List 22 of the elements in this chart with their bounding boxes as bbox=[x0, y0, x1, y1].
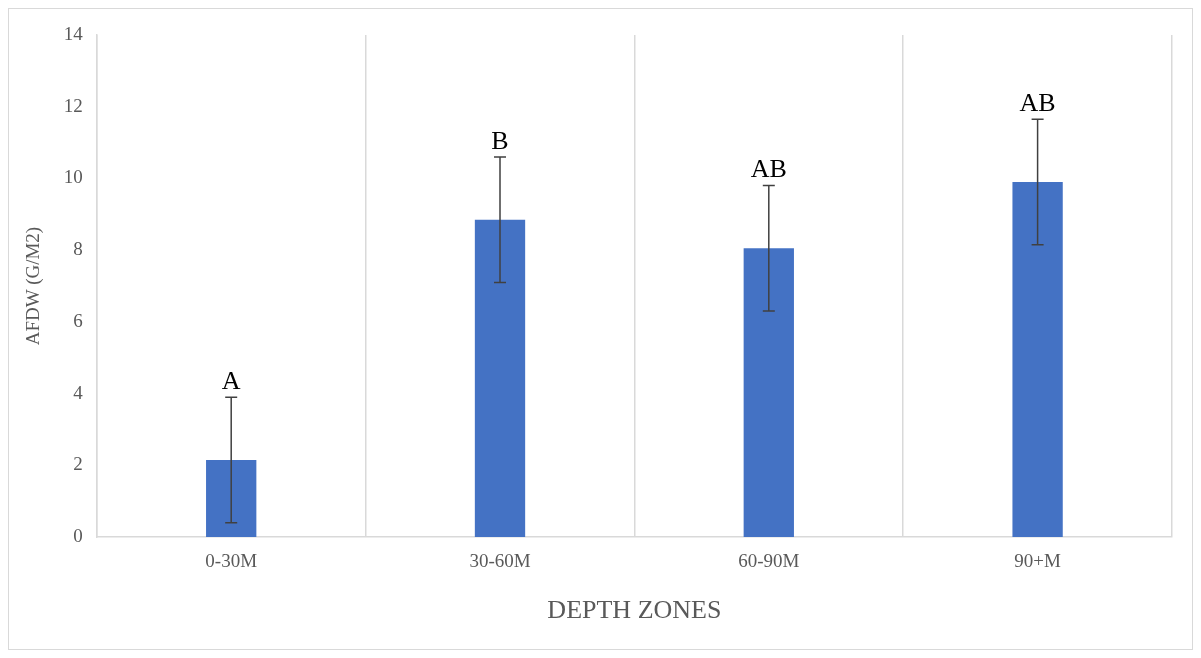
bar bbox=[474, 219, 526, 537]
annotation: A bbox=[221, 365, 241, 395]
y-tick-label: 12 bbox=[63, 94, 83, 116]
bar bbox=[206, 459, 257, 537]
y-tick-label: 10 bbox=[63, 166, 83, 188]
y-tick-label: 2 bbox=[73, 453, 83, 475]
x-tick-label: 0-30M bbox=[205, 550, 258, 572]
annotation: AB bbox=[1019, 88, 1056, 118]
y-tick-label: 8 bbox=[73, 238, 83, 260]
annotation: AB bbox=[750, 154, 787, 184]
y-tick-label: 6 bbox=[73, 309, 83, 331]
bar bbox=[743, 248, 794, 537]
y-tick-label: 0 bbox=[73, 524, 83, 546]
y-axis-title: AFDW (G/M2) bbox=[22, 226, 45, 346]
y-tick-label: 14 bbox=[63, 22, 84, 44]
bar bbox=[1012, 182, 1063, 537]
x-tick-label: 60-90M bbox=[738, 550, 800, 572]
x-tick-label: 90+M bbox=[1014, 550, 1062, 572]
y-tick-label: 4 bbox=[73, 381, 84, 403]
annotation: B bbox=[491, 125, 509, 155]
x-tick-label: 30-60M bbox=[469, 550, 531, 572]
x-axis-title: DEPTH ZONES bbox=[547, 595, 722, 625]
